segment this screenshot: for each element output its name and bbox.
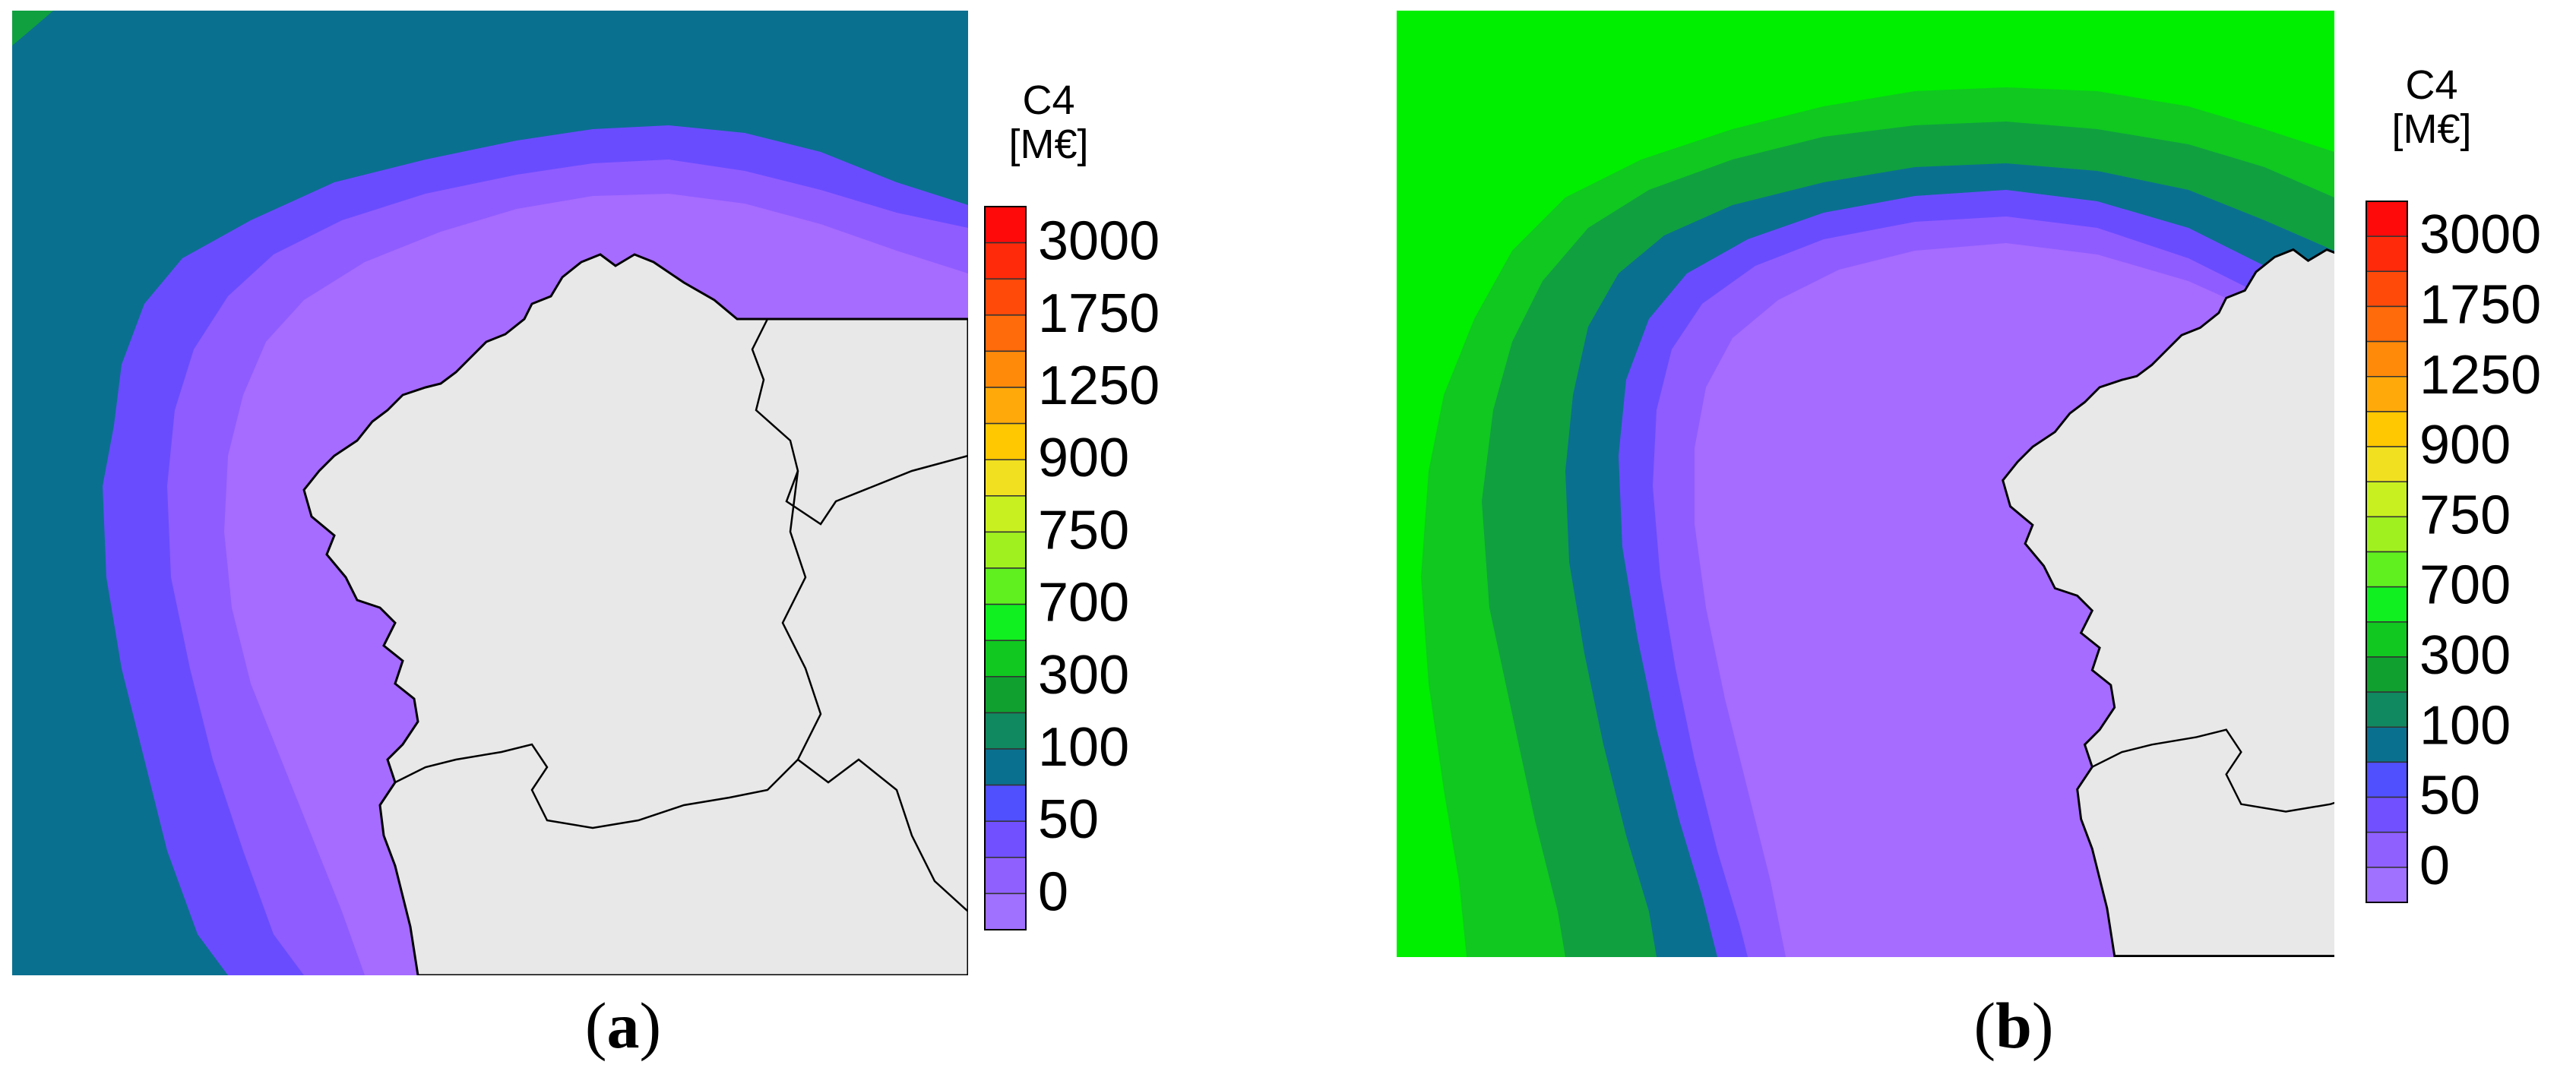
colorbar-label: 300 (2419, 625, 2511, 686)
colorbar-label: 1750 (1038, 283, 1160, 344)
colorbar-label: 700 (1038, 573, 1129, 633)
colorbar-label: 1750 (2419, 274, 2541, 335)
colorbar-segment (984, 495, 1027, 533)
colorbar-segment (984, 857, 1027, 895)
caption-b: (b) (1973, 989, 2054, 1062)
colorbar-segment (984, 712, 1027, 750)
colorbar-segment (2366, 691, 2408, 728)
colorbar-label: 100 (1038, 717, 1129, 778)
colorbar-label: 0 (1038, 861, 1068, 922)
colorbar-segment (984, 350, 1027, 388)
colorbar-segment (984, 278, 1027, 316)
colorbar-segment (2366, 796, 2408, 833)
colorbar-segment (984, 242, 1027, 280)
legend-title-line2: [M€] (2391, 106, 2471, 152)
colorbar-segment (2366, 551, 2408, 588)
colorbar-segment (984, 531, 1027, 569)
caption-a: (a) (584, 989, 662, 1062)
colorbar-label: 1250 (1038, 355, 1160, 416)
colorbar-segment (2366, 340, 2408, 378)
colorbar-segment (2366, 586, 2408, 623)
colorbar-segment (984, 676, 1027, 714)
portugal-border (394, 743, 799, 829)
colorbar-segment (2366, 656, 2408, 693)
colorbar-label: 50 (2419, 766, 2480, 826)
colorbar-label: 3000 (1038, 211, 1160, 272)
colorbar-segment (984, 640, 1027, 678)
portugal-border (2091, 728, 2334, 813)
colorbar-label: 3000 (2419, 204, 2541, 265)
colorbar-segment (984, 314, 1027, 352)
colorbar-segment (2366, 761, 2408, 798)
colorbar-segment (2366, 867, 2408, 903)
colorbar-outline (984, 206, 1027, 930)
legend-title-line1: C4 (2405, 62, 2457, 108)
colorbar-segment (2366, 201, 2408, 237)
colorbar-label: 700 (2419, 555, 2511, 616)
colorbar-outline (2366, 201, 2408, 903)
colorbar-segment (984, 784, 1027, 822)
colorbar-segment (984, 387, 1027, 425)
legend-title-line2: [M€] (1008, 122, 1088, 167)
colorbar-segment (2366, 411, 2408, 447)
colorbar-segment (984, 206, 1027, 244)
legend-title-line1: C4 (1022, 77, 1074, 123)
colorbar-segment (984, 820, 1027, 858)
colorbar-label: 750 (1038, 500, 1129, 561)
colorbar-segment (2366, 726, 2408, 763)
caption-letter: b (1995, 989, 2032, 1062)
caption-letter: a (606, 989, 640, 1062)
colorbar-segment (984, 422, 1027, 460)
colorbar-label: 100 (2419, 695, 2511, 756)
colorbar-labels: 3000 1750 1250 900 750 700 300 100 50 0 (2419, 204, 2541, 896)
colorbar-segment (2366, 481, 2408, 518)
colorbar-segment (984, 748, 1027, 786)
colorbar-label: 0 (2419, 836, 2450, 896)
zone-300-700 (12, 11, 53, 46)
legend-b: C4 [M€] 3000 1750 1250 900 750 700 300 100 50 0 (2366, 62, 2541, 903)
colorbar-segment (984, 459, 1027, 497)
colorbar-segment (984, 567, 1027, 605)
colorbar-label: 300 (1038, 645, 1129, 706)
colorbar-label: 1250 (2419, 345, 2541, 406)
colorbar-segment (984, 892, 1027, 930)
colorbar (2366, 201, 2408, 903)
province-border (751, 318, 968, 526)
colorbar-segment (2366, 270, 2408, 308)
map-panel-b (1397, 11, 2576, 957)
colorbar-segment (2366, 516, 2408, 553)
colorbar-label: 900 (2419, 415, 2511, 475)
map-panel-a (12, 11, 968, 975)
colorbar-segment (2366, 446, 2408, 482)
colorbar-label: 50 (1038, 789, 1099, 850)
legend-a: C4 [M€] 3000 1750 1250 900 750 700 300 100 50 0 (984, 77, 1160, 930)
colorbar-segment (2366, 376, 2408, 412)
colorbar-segment (2366, 831, 2408, 868)
province-border (2442, 313, 2576, 514)
colorbar-segment (2366, 621, 2408, 658)
colorbar-segment (984, 603, 1027, 641)
colorbar (984, 206, 1027, 930)
colorbar-segment (2366, 305, 2408, 343)
colorbar-label: 750 (2419, 485, 2511, 545)
colorbar-label: 900 (1038, 428, 1129, 488)
colorbar-labels: 3000 1750 1250 900 750 700 300 100 50 0 (1038, 211, 1160, 923)
colorbar-segment (2366, 235, 2408, 273)
